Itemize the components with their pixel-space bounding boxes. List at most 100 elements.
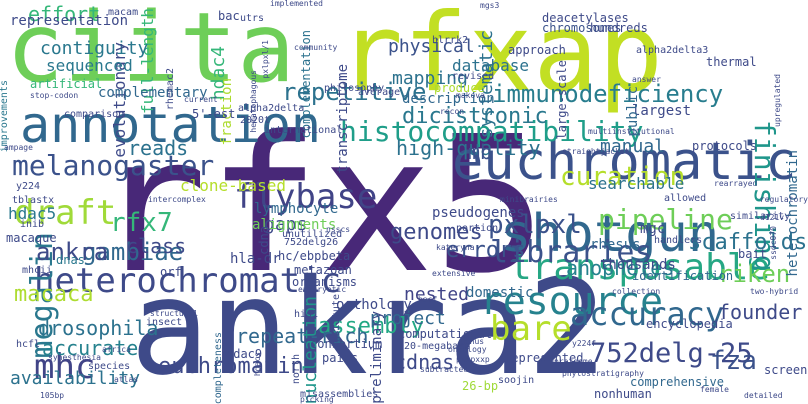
word-upregulated: upregulated xyxy=(773,74,782,127)
word-two-hybrid: two-hybrid xyxy=(750,287,799,296)
word-dicistronic: dicistronic xyxy=(402,104,548,129)
word-pxxpxxp: pxxpxxp xyxy=(456,355,490,364)
word-macam: macam xyxy=(108,7,139,18)
word-extensive: extensive xyxy=(432,269,476,278)
word-26-bp: 26-bp xyxy=(462,379,499,393)
word-mapping: mapping xyxy=(392,68,468,89)
word-ampage: ampage xyxy=(4,143,33,152)
word-ssdc070: ssdc070 xyxy=(769,226,778,260)
word-ciita: ciita xyxy=(6,0,295,104)
word-his1: his1 xyxy=(294,309,319,320)
word-hc-ebpbeta: hc/ebpbeta xyxy=(278,249,351,263)
word-mb: mb xyxy=(468,140,493,164)
word-hdacs: hdacs xyxy=(253,352,262,377)
word-transcriptome: transcriptome xyxy=(335,64,351,174)
word-atlas: atlas xyxy=(114,375,139,384)
word-assembly: assembly xyxy=(318,314,424,339)
word-encyclopedia: encyclopedia xyxy=(646,317,733,331)
word-hlrrk2: hlrrk2 xyxy=(432,35,469,46)
word-sequenced: sequenced xyxy=(46,56,133,75)
word-euchromatin: euchromatin xyxy=(158,354,304,379)
word-cdna: cdna xyxy=(257,226,271,255)
word-produce: produce xyxy=(434,81,485,95)
word-mgc: mgc xyxy=(640,221,666,237)
word-mhc: mhc xyxy=(34,347,96,387)
word-alpha2delta3: alpha2delta3 xyxy=(636,45,709,56)
word-high-quality: high-quality xyxy=(396,136,541,160)
word-detailed: detailed xyxy=(744,391,783,400)
word-contiguity: contiguity xyxy=(40,38,149,59)
word-founder: founder xyxy=(718,300,803,324)
word-5-est: 5'-est xyxy=(192,107,236,121)
word-inib: inib xyxy=(20,219,45,230)
word-752delg-25: 752delg-25 xyxy=(590,338,753,369)
word-comparison: comparison xyxy=(64,109,125,120)
word-africa: africa xyxy=(102,345,131,354)
word-organisms: organisms xyxy=(292,275,358,289)
word-community: community xyxy=(294,43,338,52)
word-approach: approach xyxy=(508,43,566,57)
word-similarity: similarity xyxy=(730,211,791,222)
word-rfxap: rfxap xyxy=(338,0,664,116)
word-pxlpxl-1: pxlpxl/1 xyxy=(261,40,270,79)
word-hundreds: hundreds xyxy=(590,21,648,35)
word-accuracy: accuracy xyxy=(570,295,725,333)
word-orthology: orthology xyxy=(336,297,412,313)
word-misassemblies: misassemblies xyxy=(300,389,379,400)
word-repetitive: repetitive xyxy=(282,78,427,106)
word-reads: reads xyxy=(128,136,189,160)
word-curation: curation xyxy=(560,162,686,192)
word-searchable: searchable xyxy=(588,174,685,193)
word-project: project xyxy=(370,308,446,329)
word-multiinstitutional: multiinstitutional xyxy=(588,127,675,136)
word-structural: structural xyxy=(150,309,199,318)
word-physical: physical xyxy=(388,36,475,57)
word-y224f: y224f xyxy=(572,339,597,348)
word-hla-dr: hla-dr xyxy=(230,251,281,267)
word-protocols: protocols xyxy=(692,139,758,153)
word-phylostratigraphy: phylostratigraphy xyxy=(562,369,644,378)
word-intercomplex: intercomplex xyxy=(148,195,206,204)
word-completeness: completeness xyxy=(213,331,224,404)
word-pipeline: pipeline xyxy=(598,203,733,236)
word-institute: institute xyxy=(331,294,342,349)
word-clone-based: clone-based xyxy=(180,176,286,195)
word-rhesus: rhesus xyxy=(590,237,641,253)
word-thermal: thermal xyxy=(706,55,757,69)
word-alpha2delta: alpha2delta xyxy=(238,103,305,114)
word-description: description xyxy=(402,91,495,107)
word-domestic: domestic xyxy=(466,285,534,301)
word-effort: effort xyxy=(28,2,101,26)
word-metazoan: metazoan xyxy=(294,263,352,277)
word-nsscs: nsscs xyxy=(326,225,351,234)
word-mhcii: mhcii xyxy=(22,265,53,276)
word-comprehensive: comprehensive xyxy=(630,375,724,389)
word-subtracted: subtracted xyxy=(420,365,469,374)
word-international: international xyxy=(264,125,343,136)
word-portion: portion xyxy=(456,223,499,234)
word-heterochromatic: heterochromatic xyxy=(34,261,342,301)
word-libraries: libraries xyxy=(490,235,653,270)
word-manual: manual xyxy=(600,136,666,157)
word-riken: riken xyxy=(718,260,791,288)
word-rfx5: rfx5 xyxy=(94,96,547,315)
word-picking: picking xyxy=(300,395,334,404)
word-repeat-rich: repeat-rich xyxy=(236,324,369,348)
word-macaque: macaque xyxy=(6,231,57,245)
word-availability: availability xyxy=(10,368,141,389)
word-flybase: flybase xyxy=(234,177,378,217)
word-genomes: genomes xyxy=(390,220,483,245)
word-screen: screen xyxy=(764,363,808,377)
word-stop-codon: stop-codon xyxy=(30,91,79,100)
word-shotgun: shotgun xyxy=(500,204,720,264)
word-collection: collection xyxy=(612,287,661,296)
word-north: north xyxy=(291,354,302,385)
word-alignments: alignments xyxy=(252,217,337,233)
word-synesthesia: synesthesia xyxy=(48,353,101,362)
word-straightjacket: straightjacket xyxy=(562,147,630,156)
word-class: class xyxy=(126,234,187,258)
word-752delg26: 752delg26 xyxy=(284,237,339,248)
word-cdnas: cdnas xyxy=(394,350,455,374)
word-hacf: hacf xyxy=(418,295,438,304)
word-pseudogenes: pseudogenes xyxy=(432,205,525,221)
